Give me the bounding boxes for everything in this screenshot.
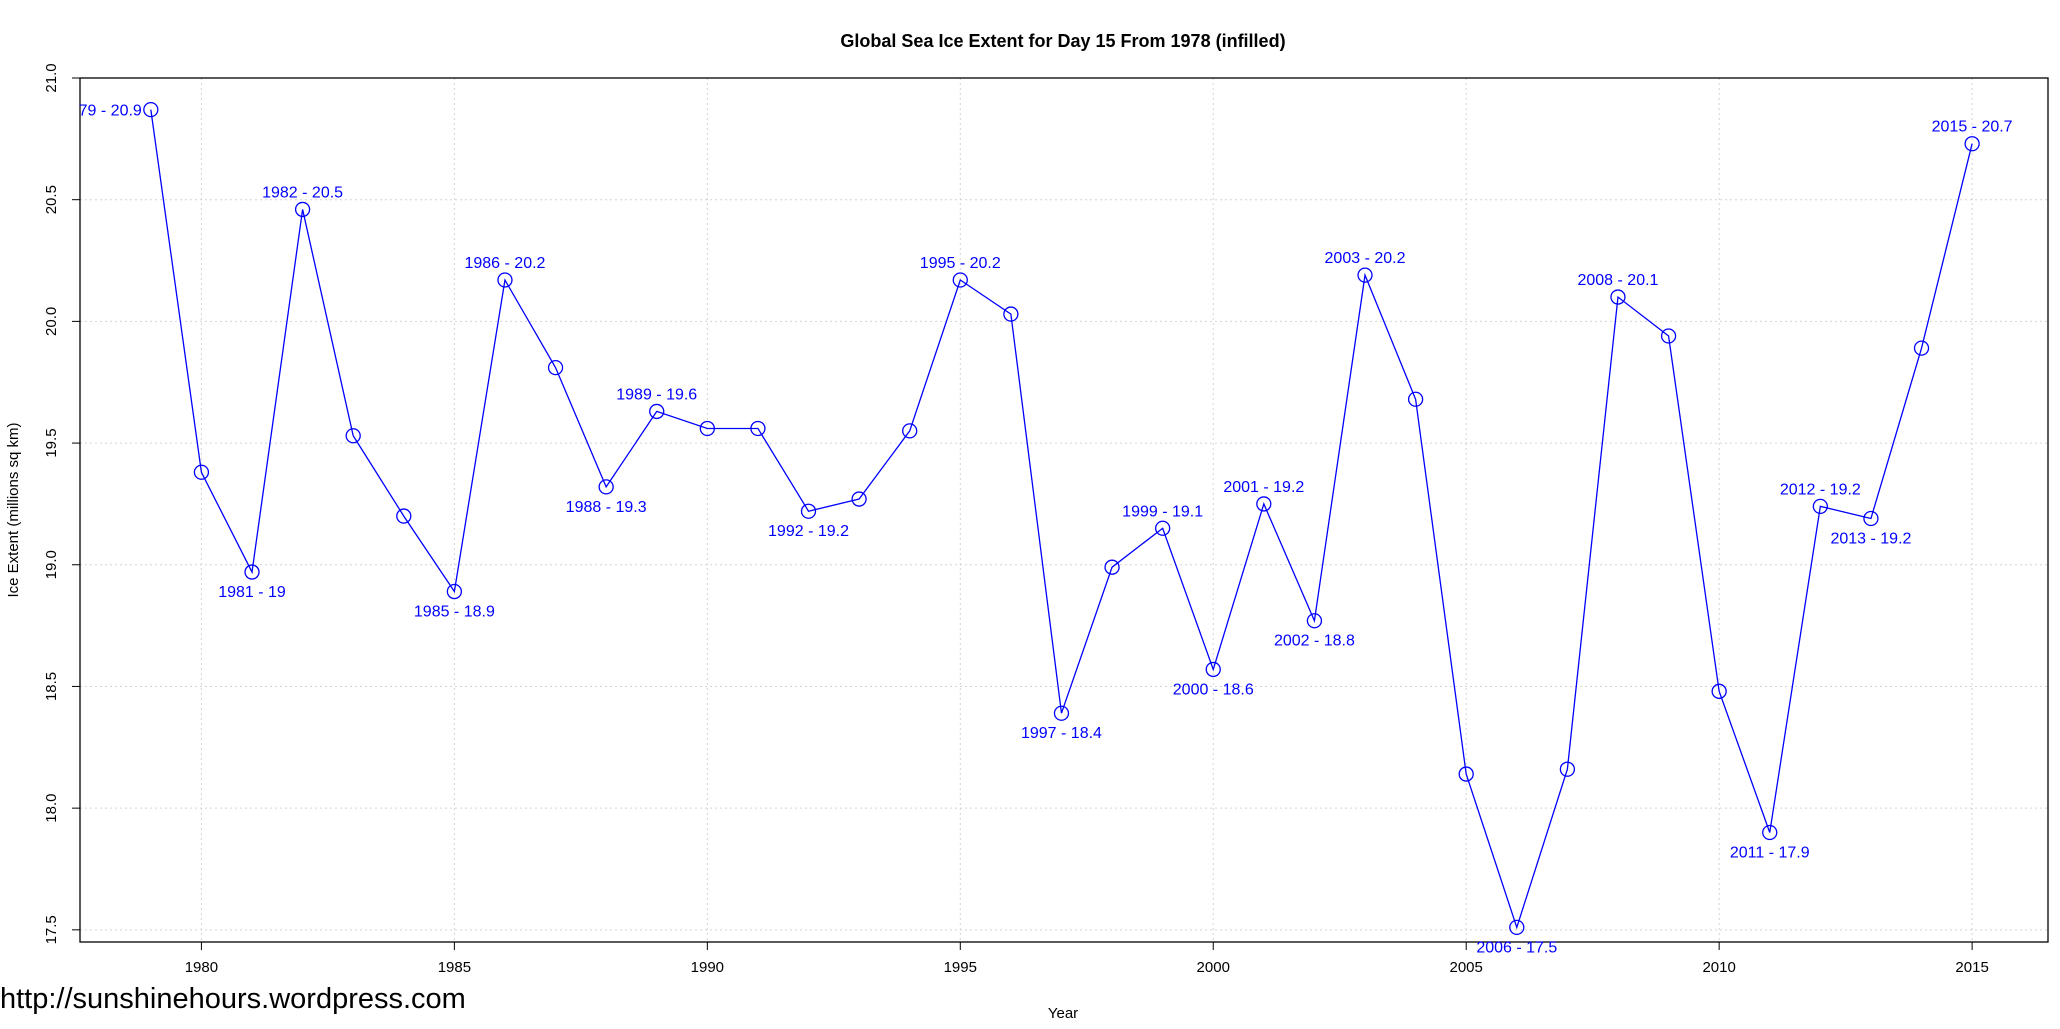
- x-tick-label: 1990: [691, 959, 724, 976]
- y-axis-label: Ice Extent (millions sq km): [5, 422, 22, 597]
- data-point: [1610, 289, 1626, 305]
- data-point: [193, 464, 210, 480]
- data-point: [800, 503, 817, 519]
- data-point: [1711, 683, 1727, 699]
- data-point: [1357, 267, 1373, 283]
- x-axis: 1980 1985 1990 1995 2000 2005 2010 2015: [185, 942, 1989, 976]
- data-point: [446, 583, 463, 600]
- data-point: [1053, 705, 1070, 721]
- point-label: 1999 - 19.1: [1122, 503, 1203, 520]
- point-label: 1982 - 20.5: [262, 184, 343, 201]
- y-axis: 17.5 18.0 18.5 19.0 19.5 20.0 20.5 21.0: [43, 63, 80, 944]
- x-tick-label: 2000: [1197, 959, 1230, 976]
- data-point: [750, 420, 766, 437]
- point-label: 1989 - 19.6: [616, 386, 697, 403]
- series-line: [150, 109, 1973, 930]
- x-tick-label: 2005: [1450, 959, 1483, 976]
- data-point: [1964, 136, 1980, 152]
- data-point: [1913, 340, 1930, 356]
- y-tick-label: 18.0: [43, 794, 60, 823]
- data-point: [345, 428, 361, 444]
- x-tick-label: 1985: [438, 959, 471, 976]
- data-point: [952, 272, 968, 288]
- point-label: 1997 - 18.4: [1021, 725, 1102, 742]
- y-tick-label: 19.0: [43, 550, 60, 579]
- data-point: [1306, 613, 1323, 629]
- point-label: 1988 - 19.3: [566, 499, 647, 516]
- data-point: [851, 491, 867, 507]
- data-point: [1155, 520, 1171, 536]
- point-label: 1986 - 20.2: [464, 255, 545, 272]
- x-tick-label: 1995: [944, 959, 977, 976]
- data-point: [1863, 510, 1879, 527]
- point-label: 1992 - 19.2: [768, 523, 849, 540]
- data-point: [1407, 391, 1424, 407]
- data-point: [1205, 661, 1221, 678]
- data-point: [1762, 824, 1778, 841]
- point-label: 2000 - 18.6: [1173, 681, 1254, 698]
- y-tick-label: 19.5: [43, 428, 60, 457]
- x-tick-label: 2010: [1702, 959, 1735, 976]
- data-point: [699, 420, 715, 437]
- point-label: 1985 - 18.9: [414, 604, 495, 621]
- data-point: [396, 508, 412, 524]
- point-label: 2006 - 17.5: [1476, 939, 1557, 956]
- data-point: [1812, 498, 1828, 514]
- y-tick-label: 20.5: [43, 185, 60, 214]
- data-point: [1509, 919, 1525, 936]
- y-tick-label: 20.0: [43, 307, 60, 336]
- point-label: 2003 - 20.2: [1325, 250, 1406, 267]
- data-point: [1660, 328, 1677, 344]
- point-label: 2002 - 18.8: [1274, 633, 1355, 650]
- y-tick-label: 17.5: [43, 915, 60, 944]
- point-label: 79 - 20.9: [79, 103, 142, 120]
- data-point: [244, 564, 260, 580]
- point-label: 1981 - 19: [218, 584, 286, 601]
- data-point: [1104, 559, 1120, 575]
- plot-frame: [79, 77, 2049, 943]
- chart-title: Global Sea Ice Extent for Day 15 From 19…: [840, 31, 1285, 51]
- data-point: [649, 403, 665, 420]
- data-point: [497, 272, 513, 288]
- point-label: 2012 - 19.2: [1780, 481, 1861, 498]
- point-label: 2015 - 20.7: [1932, 119, 2013, 136]
- point-labels: 79 - 20.9 1981 - 19 1982 - 20.5 1985 - 18.9…: [79, 103, 2013, 957]
- y-tick-label: 18.5: [43, 672, 60, 701]
- data-point: [1458, 766, 1474, 782]
- data-point: [598, 479, 614, 495]
- data-point: [1559, 761, 1576, 777]
- watermark-url: http://sunshinehours.wordpress.com: [0, 983, 466, 1015]
- x-tick-label: 1980: [185, 959, 218, 976]
- data-point: [143, 101, 159, 118]
- data-point: [1003, 306, 1019, 322]
- data-point: [1256, 496, 1272, 512]
- y-tick-label: 21.0: [43, 63, 60, 92]
- data-point: [902, 423, 918, 439]
- point-label: 2001 - 19.2: [1223, 479, 1304, 496]
- point-label: 1995 - 20.2: [920, 255, 1001, 272]
- grid-lines: [80, 77, 2048, 942]
- data-point: [547, 359, 564, 376]
- point-label: 2008 - 20.1: [1577, 272, 1658, 289]
- series-ice-extent: [143, 101, 1980, 936]
- data-point: [294, 201, 311, 218]
- x-axis-label: Year: [1048, 1005, 1078, 1022]
- point-label: 2011 - 17.9: [1730, 844, 1810, 861]
- point-label: 2013 - 19.2: [1830, 531, 1911, 548]
- x-tick-label: 2015: [1955, 959, 1988, 976]
